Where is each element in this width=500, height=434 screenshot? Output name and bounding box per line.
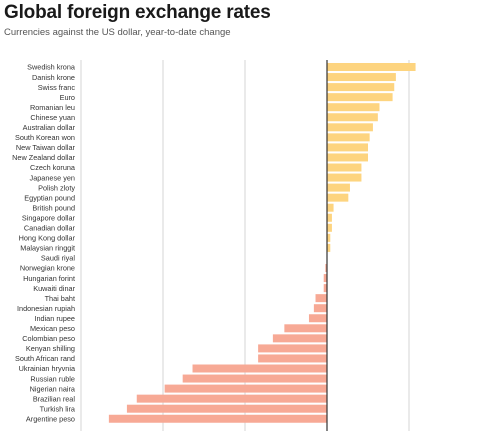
category-label: Egyptian pound — [24, 193, 75, 202]
category-label: British pound — [32, 203, 75, 212]
category-label: Canadian dollar — [24, 224, 76, 233]
category-label: New Zealand dollar — [12, 153, 75, 162]
bar — [327, 163, 362, 172]
category-label: Swedish krona — [27, 63, 76, 72]
gridlines — [80, 60, 410, 431]
category-label: Chinese yuan — [30, 113, 75, 122]
category-label: Japanese yen — [30, 173, 75, 182]
category-label: Norwegian krone — [20, 264, 75, 273]
bar — [327, 123, 373, 132]
category-label: Danish krone — [32, 73, 75, 82]
bar — [327, 243, 331, 252]
category-label: Hungarian forint — [23, 274, 75, 283]
bar — [327, 103, 380, 112]
bar — [327, 143, 368, 152]
bar — [323, 284, 327, 293]
category-label: Euro — [60, 93, 75, 102]
bar — [327, 203, 334, 212]
bar — [258, 344, 327, 353]
bar — [192, 364, 327, 373]
bar — [258, 354, 327, 363]
category-label: Argentine peso — [26, 414, 75, 423]
bar — [108, 414, 327, 423]
bar — [308, 314, 327, 323]
bar — [315, 294, 327, 303]
category-label: Indonesian rupiah — [17, 304, 75, 313]
category-label: Malaysian ringgit — [20, 244, 75, 253]
category-label: Czech koruna — [30, 163, 76, 172]
bar — [327, 223, 332, 232]
bar — [327, 213, 332, 222]
category-label: Australian dollar — [23, 123, 76, 132]
category-label: Thai baht — [45, 294, 75, 303]
bar — [136, 394, 327, 403]
category-label: Hong Kong dollar — [19, 234, 76, 243]
category-label: Romanian leu — [30, 103, 75, 112]
bar — [327, 93, 393, 102]
category-label: Swiss franc — [38, 83, 76, 92]
bar — [327, 233, 331, 242]
category-label: Turkish lira — [40, 404, 76, 413]
bar — [327, 173, 362, 182]
category-label: Kuwaiti dinar — [33, 284, 75, 293]
bar — [164, 384, 327, 393]
bar — [327, 193, 349, 202]
bar — [327, 183, 350, 192]
bar — [284, 324, 327, 333]
bar — [327, 133, 370, 142]
category-label: South Korean won — [15, 133, 75, 142]
bar — [327, 83, 395, 92]
bar — [327, 113, 378, 122]
bar — [327, 73, 396, 82]
category-label: Russian ruble — [30, 374, 75, 383]
bar — [126, 404, 327, 413]
category-label: Nigerian naira — [30, 384, 76, 393]
category-label: Mexican peso — [30, 324, 75, 333]
bar — [182, 374, 327, 383]
chart-subtitle: Currencies against the US dollar, year-t… — [4, 27, 231, 38]
bar — [323, 274, 327, 283]
bar — [325, 264, 327, 272]
chart-title: Global foreign exchange rates — [4, 2, 271, 23]
bar — [327, 153, 368, 162]
bar — [313, 304, 327, 313]
category-label: Kenyan shilling — [26, 344, 75, 353]
bars — [108, 63, 416, 423]
category-label: Indian rupee — [34, 314, 75, 323]
category-label: New Taiwan dollar — [16, 143, 76, 152]
category-label: Saudi riyal — [41, 254, 75, 263]
bar — [327, 63, 416, 71]
category-label: Polish zloty — [38, 183, 75, 192]
category-label: Brazilian real — [33, 394, 76, 403]
category-label: South African rand — [15, 354, 75, 363]
category-label: Ukrainian hryvnia — [19, 364, 76, 373]
bar — [272, 334, 327, 343]
category-label: Colombian peso — [22, 334, 75, 343]
category-label: Singapore dollar — [22, 213, 76, 222]
